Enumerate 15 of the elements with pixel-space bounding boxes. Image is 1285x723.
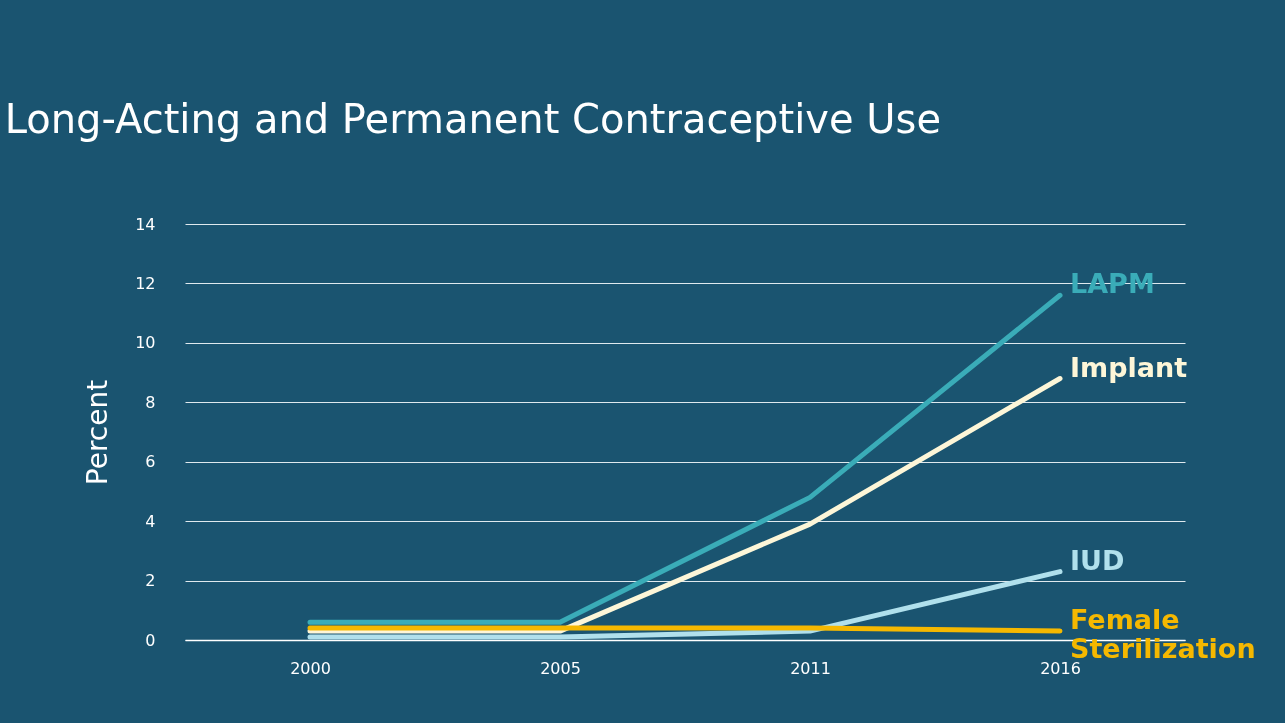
chart-title: Long-Acting and Permanent Contraceptive Use — [4, 96, 942, 142]
y-tick-label: 12 — [135, 273, 156, 293]
series-label: Implant — [1070, 351, 1188, 383]
x-tick-label: 2000 — [290, 658, 331, 678]
series-label: IUD — [1070, 544, 1125, 576]
y-tick-label: 6 — [145, 452, 156, 472]
x-tick-label: 2011 — [790, 658, 831, 678]
y-tick-label: 14 — [135, 214, 156, 234]
y-tick-label: 0 — [145, 630, 156, 650]
y-axis-title: Percent — [81, 379, 115, 486]
y-tick-label: 8 — [145, 392, 156, 412]
x-tick-label: 2005 — [540, 658, 581, 678]
y-tick-label: 2 — [145, 571, 156, 591]
y-tick-label: 4 — [145, 511, 156, 531]
y-tick-label: 10 — [135, 333, 156, 353]
